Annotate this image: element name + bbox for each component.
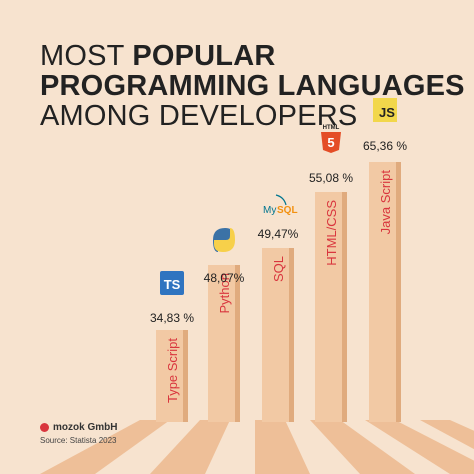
- html5-icon-five: 5: [327, 135, 334, 150]
- source-note: Source: Statista 2023: [40, 436, 117, 445]
- javascript-icon-bg: [373, 98, 397, 122]
- bar-shadow: [289, 248, 294, 422]
- bar-value-label: 49,47%: [258, 227, 299, 241]
- floor-stripe: [40, 420, 170, 474]
- title-line-2: PROGRAMMING LANGUAGES: [40, 70, 465, 102]
- javascript-icon-text: JS: [379, 105, 395, 120]
- floor-stripe: [150, 420, 230, 474]
- mysql-icon: My SQL: [263, 194, 298, 216]
- mysql-icon-dolphin: [275, 194, 287, 206]
- bar-group: Java Script 65,36 % JS: [363, 98, 407, 422]
- bar: [262, 248, 294, 422]
- python-icon: [213, 228, 235, 252]
- title-line-1: MOST POPULAR: [40, 40, 276, 72]
- bar-category-label: Type Script: [165, 338, 180, 403]
- bar-category-label: Python: [217, 273, 232, 313]
- title-bold: POPULAR: [132, 40, 276, 72]
- bar: [369, 162, 401, 422]
- html5-icon: HTML 5: [321, 125, 341, 153]
- floor-stripe: [365, 420, 474, 474]
- title-line-3: AMONG DEVELOPERS: [40, 100, 358, 132]
- floor-stripe: [420, 420, 474, 450]
- bar-shadow: [183, 330, 188, 422]
- html5-icon-text: HTML: [323, 125, 340, 131]
- brand: mozok GmbH: [40, 422, 117, 433]
- html5-icon-shield: [321, 132, 341, 153]
- bar-category-label: Java Script: [378, 170, 393, 235]
- bar-value-label: 48,07%: [204, 271, 245, 285]
- typescript-icon-bg: [160, 271, 184, 295]
- bar-shadow: [342, 192, 347, 422]
- javascript-icon: JS: [373, 98, 397, 122]
- bar-group: HTML/CSS 55,08 % HTML 5: [309, 125, 353, 422]
- python-icon-yellow: [214, 228, 235, 252]
- bar-category-label: SQL: [271, 256, 286, 282]
- bar-value-label: 65,36 %: [363, 139, 407, 153]
- floor-stripes: [40, 420, 474, 474]
- bar-shadow: [396, 162, 401, 422]
- bar: [315, 192, 347, 422]
- title-prefix: MOST: [40, 40, 133, 72]
- floor-stripe: [255, 420, 310, 474]
- typescript-icon: TS: [160, 271, 184, 295]
- typescript-icon-text: TS: [164, 277, 181, 292]
- floor-stripe: [310, 420, 415, 474]
- bar-value-label: 55,08 %: [309, 171, 353, 185]
- bar-shadow: [235, 265, 240, 422]
- bar-group: Type Script 34,83 % TS: [150, 271, 194, 422]
- mysql-icon-my: My: [263, 205, 276, 216]
- mysql-icon-sql: SQL: [277, 205, 298, 216]
- bar: [208, 265, 240, 422]
- bar-value-label: 34,83 %: [150, 311, 194, 325]
- brand-logo-icon: [40, 423, 49, 432]
- brand-name: mozok GmbH: [53, 422, 118, 433]
- bar: [156, 330, 188, 422]
- bar-category-label: HTML/CSS: [324, 200, 339, 266]
